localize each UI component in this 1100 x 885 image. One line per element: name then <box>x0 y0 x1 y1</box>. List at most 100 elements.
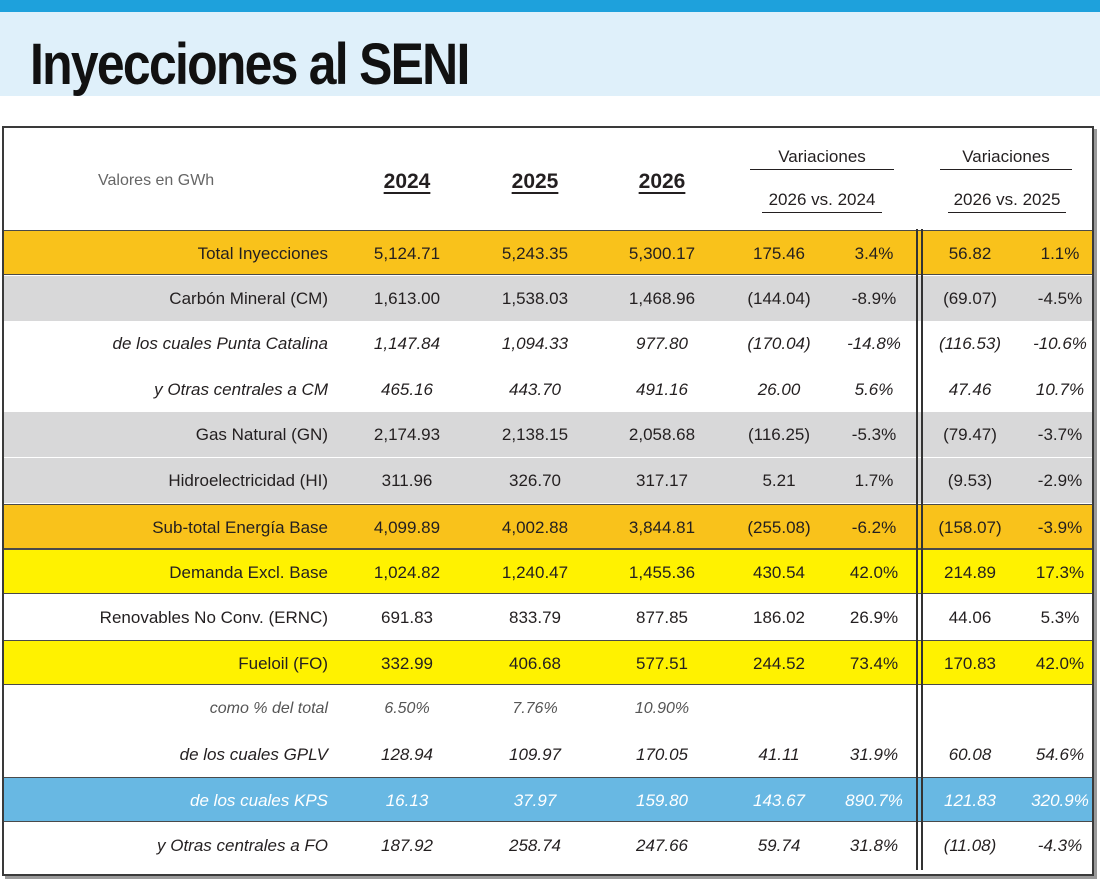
var-2024-abs: (170.04) <box>747 334 811 354</box>
value-2025: 1,538.03 <box>501 288 569 308</box>
var-2025-abs: 214.89 <box>944 563 996 583</box>
value-2024: 2,174.93 <box>373 425 441 445</box>
variation-2-subtitle: 2026 vs. 2025 <box>948 190 1066 213</box>
value-2026: 1,455.36 <box>628 563 696 583</box>
var-2025-pct: -4.3% <box>1037 835 1083 855</box>
var-2025-pct: 5.3% <box>1040 607 1080 627</box>
row-label: Demanda Excl. Base <box>169 563 328 583</box>
table-row: Fueloil (FO) 332.99 406.68 577.51 244.52 73.4… <box>4 640 1092 686</box>
var-2024-abs: 59.74 <box>757 835 801 855</box>
value-2026: 159.80 <box>636 791 688 811</box>
var-2024-pct: -5.3% <box>851 425 897 445</box>
value-2026: 1,468.96 <box>628 288 696 308</box>
table-row: Renovables No Conv. (ERNC) 691.83 833.79 87… <box>4 595 1092 640</box>
var-2025-pct: -10.6% <box>1033 334 1087 354</box>
value-2024: 332.99 <box>381 654 433 674</box>
row-label: de los cuales Punta Catalina <box>112 334 328 354</box>
table-row: de los cuales KPS 16.13 37.97 159.80 143.67 8… <box>4 777 1092 823</box>
table-row: Gas Natural (GN) 2,174.93 2,138.15 2,058.68… <box>4 412 1092 458</box>
value-2025: 1,240.47 <box>501 563 569 583</box>
table-row: Demanda Excl. Base 1,024.82 1,240.47 1,455.… <box>4 549 1092 595</box>
var-2024-pct: -6.2% <box>851 517 897 537</box>
var-2025-abs: 47.46 <box>948 379 992 399</box>
table-row: de los cuales GPLV 128.94 109.97 170.05 41.1… <box>4 732 1092 777</box>
value-2024: 128.94 <box>381 744 433 764</box>
value-2026: 170.05 <box>636 744 688 764</box>
var-2024-pct: 890.7% <box>845 791 903 811</box>
var-2025-pct: 17.3% <box>1035 563 1085 583</box>
value-2025: 443.70 <box>509 379 561 399</box>
value-2024: 4,099.89 <box>373 517 441 537</box>
table-row: de los cuales Punta Catalina 1,147.84 1,09… <box>4 321 1092 366</box>
var-2024-pct: 1.7% <box>854 471 894 490</box>
var-2024-abs: 26.00 <box>757 379 801 399</box>
column-header-2024: 2024 <box>383 170 431 193</box>
title-band: Inyecciones al SENI <box>0 12 1100 97</box>
var-2025-abs: (116.53) <box>938 334 1002 354</box>
var-2025-pct: 54.6% <box>1035 744 1085 764</box>
var-2025-pct: -3.7% <box>1037 425 1083 445</box>
var-2025-abs: 60.08 <box>948 744 992 764</box>
var-2024-abs: 175.46 <box>753 244 805 263</box>
value-2024: 1,147.84 <box>373 334 441 354</box>
var-2025-pct: -3.9% <box>1037 517 1083 537</box>
var-2025-abs: 44.06 <box>948 607 992 627</box>
value-2026: 577.51 <box>636 654 688 674</box>
row-label: Total Inyecciones <box>197 244 328 263</box>
table-row: como % del total 6.50% 7.76% 10.90% <box>4 686 1092 731</box>
value-2026: 247.66 <box>636 835 688 855</box>
table-row: y Otras centrales a CM 465.16 443.70 491.16… <box>4 367 1092 412</box>
var-2025-pct: 1.1% <box>1040 244 1080 263</box>
var-2025-abs: 56.82 <box>948 244 992 263</box>
row-label: Gas Natural (GN) <box>195 425 328 445</box>
value-2026: 5,300.17 <box>628 244 696 263</box>
unit-label: Valores en GWh <box>98 172 215 189</box>
value-2025: 4,002.88 <box>501 517 569 537</box>
var-2024-abs: (255.08) <box>747 517 811 537</box>
top-accent-bar <box>0 0 1100 12</box>
value-2024: 465.16 <box>381 379 433 399</box>
variation-1-title: Variaciones <box>750 147 894 170</box>
var-2024-pct: 26.9% <box>849 607 899 627</box>
table-row: Carbón Mineral (CM) 1,613.00 1,538.03 1,468… <box>4 275 1092 321</box>
var-2024-abs: (116.25) <box>747 425 811 445</box>
var-2025-abs: (69.07) <box>943 288 997 308</box>
row-label: y Otras centrales a CM <box>154 379 328 399</box>
row-label: de los cuales GPLV <box>179 744 328 764</box>
var-2024-abs: 143.67 <box>753 791 805 811</box>
var-2024-pct: 3.4% <box>854 244 894 263</box>
value-2024: 16.13 <box>385 791 429 811</box>
value-2026: 491.16 <box>636 379 688 399</box>
value-2024: 691.83 <box>381 607 433 627</box>
var-2024-abs: 186.02 <box>753 607 805 627</box>
var-2025-abs: (9.53) <box>947 471 993 490</box>
value-2025: 1,094.33 <box>501 334 569 354</box>
var-2024-abs: 5.21 <box>762 471 796 490</box>
value-2024: 6.50% <box>384 700 430 717</box>
value-2026: 877.85 <box>636 607 688 627</box>
value-2025: 406.68 <box>509 654 561 674</box>
value-2025: 2,138.15 <box>501 425 569 445</box>
value-2025: 5,243.35 <box>501 244 569 263</box>
value-2024: 5,124.71 <box>373 244 441 263</box>
var-2025-pct: 42.0% <box>1035 654 1085 674</box>
value-2025: 258.74 <box>509 835 561 855</box>
var-2025-abs: (158.07) <box>938 517 1002 537</box>
var-2024-pct: 42.0% <box>849 563 899 583</box>
value-2024: 187.92 <box>381 835 433 855</box>
table-row: Hidroelectricidad (HI) 311.96 326.70 317.17… <box>4 458 1092 503</box>
var-2024-abs: 430.54 <box>753 563 805 583</box>
value-2026: 977.80 <box>636 334 688 354</box>
value-2025: 7.76% <box>512 700 558 717</box>
value-2025: 109.97 <box>509 744 561 764</box>
row-label: Hidroelectricidad (HI) <box>168 471 328 490</box>
var-2024-pct: 31.9% <box>849 744 899 764</box>
data-table: Valores en GWh 2024 2025 2026 Variacione… <box>2 126 1094 876</box>
value-2024: 311.96 <box>381 471 433 490</box>
value-2025: 833.79 <box>509 607 561 627</box>
column-header-2025: 2025 <box>511 170 559 193</box>
table-row: Sub-total Energía Base 4,099.89 4,002.88 3,… <box>4 503 1092 549</box>
var-2024-pct: 73.4% <box>849 654 899 674</box>
variation-1-subtitle: 2026 vs. 2024 <box>762 190 882 213</box>
column-header-2026: 2026 <box>638 170 686 193</box>
